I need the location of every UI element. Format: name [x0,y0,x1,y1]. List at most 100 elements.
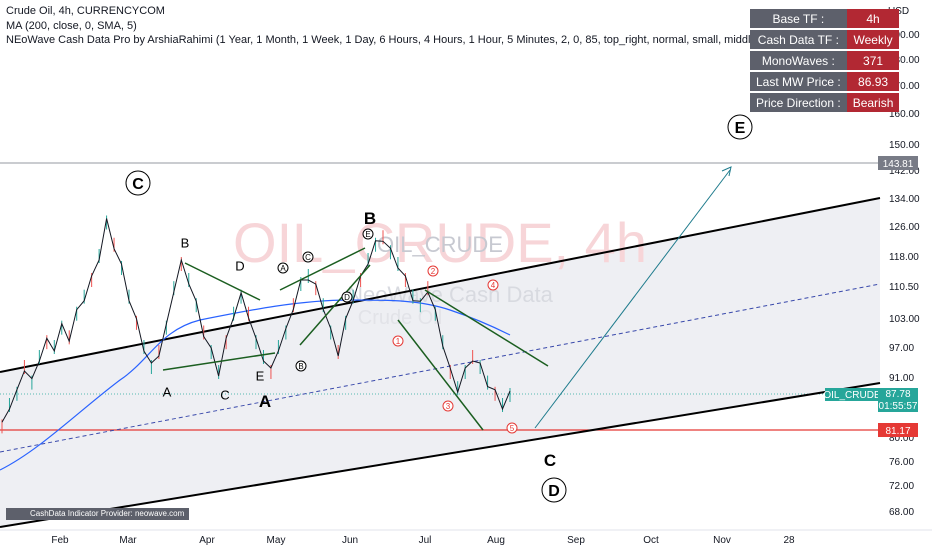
x-tick-label: Oct [643,535,659,546]
y-tick-label: 118.00 [889,252,919,263]
y-tick-label: 97.00 [889,343,914,354]
wave-label-circle [727,114,753,140]
x-tick-label: May [267,535,286,546]
wave-label: C [305,253,311,262]
x-tick-label: Apr [199,535,215,546]
info-key: Base TF : [750,9,847,28]
price-tag-label: 01:55:57 [879,401,918,412]
y-tick-label: 180.00 [889,55,920,66]
wave-label-circle [506,422,518,434]
info-value: Bearish [846,93,900,112]
x-tick-label: Aug [487,535,505,546]
watermark-name: Crude Oil [358,307,442,329]
wave-label: 2 [431,267,436,276]
wave-label: D [235,259,244,274]
channel-lower-line[interactable] [0,382,881,528]
wave-label: E [735,120,746,137]
cash-data-table: Base TF :4h Cash Data TF : Weekly MonoWaves… [750,7,900,114]
info-row: Base TF :4h [750,9,900,28]
x-tick-label: Nov [713,535,731,546]
wave-label: D [344,293,350,302]
channel-upper-line[interactable] [0,197,881,373]
projection-arrowhead [721,166,732,177]
y-tick-label: 80.00 [889,433,914,444]
triangle-lower-line [162,352,276,371]
price-tag-label: OIL_CRUDE [823,390,881,401]
price-tag-label: 143.81 [883,159,914,170]
y-tick-label: 190.00 [889,30,920,41]
y-tick-label: 72.00 [889,481,914,492]
credit-banner: CashData Indicator Provider: neowave.com [6,508,189,520]
info-value: Weekly [846,30,900,49]
info-row: MonoWaves :371 [750,51,900,70]
price-tag-box [878,388,918,400]
y-tick-label: 110.50 [889,282,919,293]
indicator-ma[interactable]: MA (200, close, 0, SMA, 5) [6,20,137,32]
decline-upper-line [424,289,549,367]
indicator-neowave[interactable]: NEoWave Cash Data Pro by ArshiaRahimi (1… [6,34,840,46]
y-tick-label: 170.00 [889,81,920,92]
price-tag-box [825,388,879,401]
wave-label: B [181,236,190,251]
info-key: Price Direction : [750,93,847,112]
projection-arrow [534,169,731,429]
price-tag-box [878,400,918,412]
y-tick-label: 103.00 [889,314,920,325]
info-value: 4h [846,9,900,28]
time-axis[interactable]: Feb Mar Apr May Jun Jul Aug Sep Oct Nov 28 [51,535,795,546]
wave-label: D [548,483,560,500]
y-tick-label: 134.00 [889,194,920,205]
y-tick-label: 142.00 [889,166,920,177]
wave-label: B [364,209,376,228]
wave-label: C [544,451,556,470]
info-value: 86.93 [846,72,900,91]
wave-label: 5 [510,424,515,433]
info-row: Last MW Price :86.93 [750,72,900,91]
wave-label-circle [277,262,289,274]
info-row: Cash Data TF : Weekly [750,30,900,49]
wave-label: A [163,385,172,400]
wave-label: C [132,176,144,193]
channel-fill [0,198,880,527]
y-tick-label: 150.00 [889,140,920,151]
price-series [1,218,511,423]
wave-label-circle [442,400,454,412]
y-tick-label: 126.00 [889,222,920,233]
y-tick-label: 91.00 [889,373,914,384]
info-key: MonoWaves : [750,51,847,70]
y-tick-label: 68.00 [889,507,914,518]
info-key: Last MW Price : [750,72,847,91]
wave-label-circle [302,251,314,263]
wave-label: B [298,362,303,371]
wave-label-circle [341,291,353,303]
x-tick-label: Jul [419,535,432,546]
wave-label: E [256,369,265,384]
price-tag-label: 81.17 [885,426,910,437]
x-tick-label: Feb [51,535,69,546]
wave-label-circle [427,265,439,277]
wave-label: A [259,392,271,411]
x-tick-label: Sep [567,535,585,546]
price-tag-box [878,423,918,437]
x-tick-label: Jun [342,535,358,546]
info-row: Price Direction : Bearish [750,93,900,112]
watermark-symbol: OIL_CRUDE, 4h [233,211,647,274]
watermark-title: OIL_CRUDE [377,232,503,257]
chart-title: Crude Oil, 4h, CURRENCYCOM [6,5,165,17]
channel-mid-line [0,283,881,453]
wave-label-circle [487,279,499,291]
wave-label: 4 [491,281,496,290]
wave-label: 3 [446,402,451,411]
y-tick-label: 76.00 [889,457,914,468]
wave-label-circle [541,477,567,503]
info-value: 371 [846,51,900,70]
wave-label: E [365,230,370,239]
wave-label: C [220,388,229,403]
wave-label-circle [392,335,404,347]
wedge-lower-line [299,264,371,346]
wave-label: 1 [396,337,401,346]
moving-average-line [0,299,511,471]
